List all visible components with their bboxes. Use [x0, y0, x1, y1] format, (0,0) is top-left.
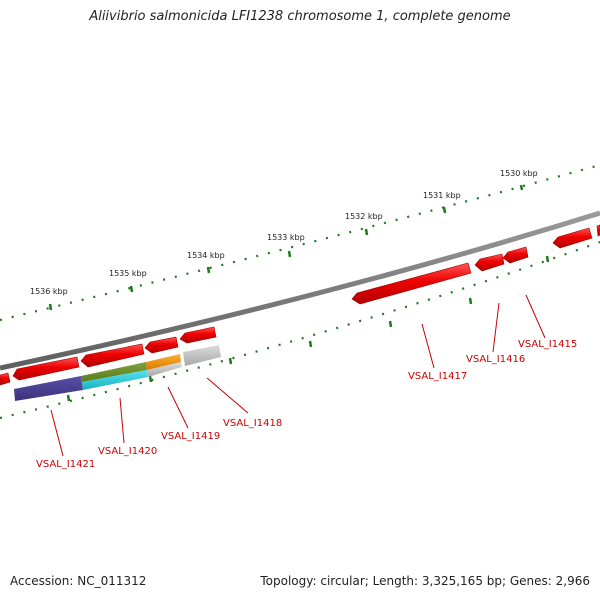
category-block-gray-2[interactable] [183, 345, 221, 366]
tick-label-1530: 1530 kbp [500, 169, 538, 178]
category-block-cyan[interactable] [82, 370, 148, 390]
gene-arrow[interactable] [144, 336, 179, 354]
major-tick [148, 375, 153, 383]
major-tick [545, 255, 550, 263]
tick-label-1532: 1532 kbp [345, 212, 383, 221]
leader-line-VSAL_I1419 [167, 386, 189, 429]
leader-line-VSAL_I1418 [206, 377, 249, 414]
major-tick [388, 320, 393, 328]
gene-arrow[interactable] [80, 343, 145, 368]
leader-line-VSAL_I1416 [492, 302, 500, 353]
category-block-gray-1[interactable] [147, 362, 182, 377]
category-block-orange[interactable] [146, 354, 181, 370]
major-tick [442, 206, 447, 214]
leader-line-VSAL_I1417 [421, 323, 435, 369]
tick-label-1531: 1531 kbp [423, 191, 461, 200]
inner-major-ticks [66, 255, 550, 402]
category-block-olive[interactable] [81, 362, 147, 382]
tick-label-1533: 1533 kbp [267, 233, 305, 242]
gene-arrow[interactable] [552, 227, 593, 249]
major-tick [364, 228, 369, 236]
major-tick [308, 340, 313, 348]
gene-label-VSAL_I1417[interactable]: VSAL_I1417 [408, 371, 467, 382]
gene-label-VSAL_I1420[interactable]: VSAL_I1420 [98, 446, 157, 457]
tick-label-1534: 1534 kbp [187, 251, 225, 260]
gene-arrow[interactable] [596, 224, 600, 237]
forward-strand-genes [0, 224, 600, 386]
gene-arrow[interactable] [502, 246, 529, 264]
tick-label-1536: 1536 kbp [30, 287, 68, 296]
tick-label-1535: 1535 kbp [109, 269, 147, 278]
major-tick [48, 303, 53, 311]
chromosome-backbone [0, 210, 600, 371]
gene-label-VSAL_I1415[interactable]: VSAL_I1415 [518, 339, 577, 350]
major-tick [468, 297, 473, 305]
category-block-purple[interactable] [14, 376, 83, 401]
leader-line-VSAL_I1415 [525, 294, 546, 339]
gene-arrow[interactable] [0, 372, 11, 386]
map-title: Aliivibrio salmonicida LFI1238 chromosom… [89, 9, 511, 24]
major-tick [129, 285, 134, 293]
gene-arrow[interactable] [12, 356, 80, 381]
gene-label-VSAL_I1421[interactable]: VSAL_I1421 [36, 459, 95, 470]
genome-summary-text: Topology: circular; Length: 3,325,165 bp… [260, 574, 590, 588]
gene-arrow[interactable] [179, 326, 217, 344]
gene-arrow[interactable] [474, 253, 505, 272]
major-tick [66, 394, 71, 402]
major-tick [206, 266, 211, 274]
leader-line-VSAL_I1421 [50, 409, 64, 457]
inner-ruler-track [0, 240, 600, 420]
category-track [14, 345, 221, 401]
major-tick [519, 184, 524, 191]
gene-label-VSAL_I1418[interactable]: VSAL_I1418 [223, 418, 282, 429]
gene-label-VSAL_I1416[interactable]: VSAL_I1416 [466, 354, 525, 365]
gene-arrow[interactable] [351, 262, 472, 305]
gene-label-VSAL_I1419[interactable]: VSAL_I1419 [161, 431, 220, 442]
accession-text: Accession: NC_011312 [10, 574, 147, 588]
outer-major-ticks [48, 184, 524, 311]
leader-line-VSAL_I1420 [119, 397, 125, 444]
major-tick [287, 250, 292, 258]
major-tick [228, 357, 233, 365]
